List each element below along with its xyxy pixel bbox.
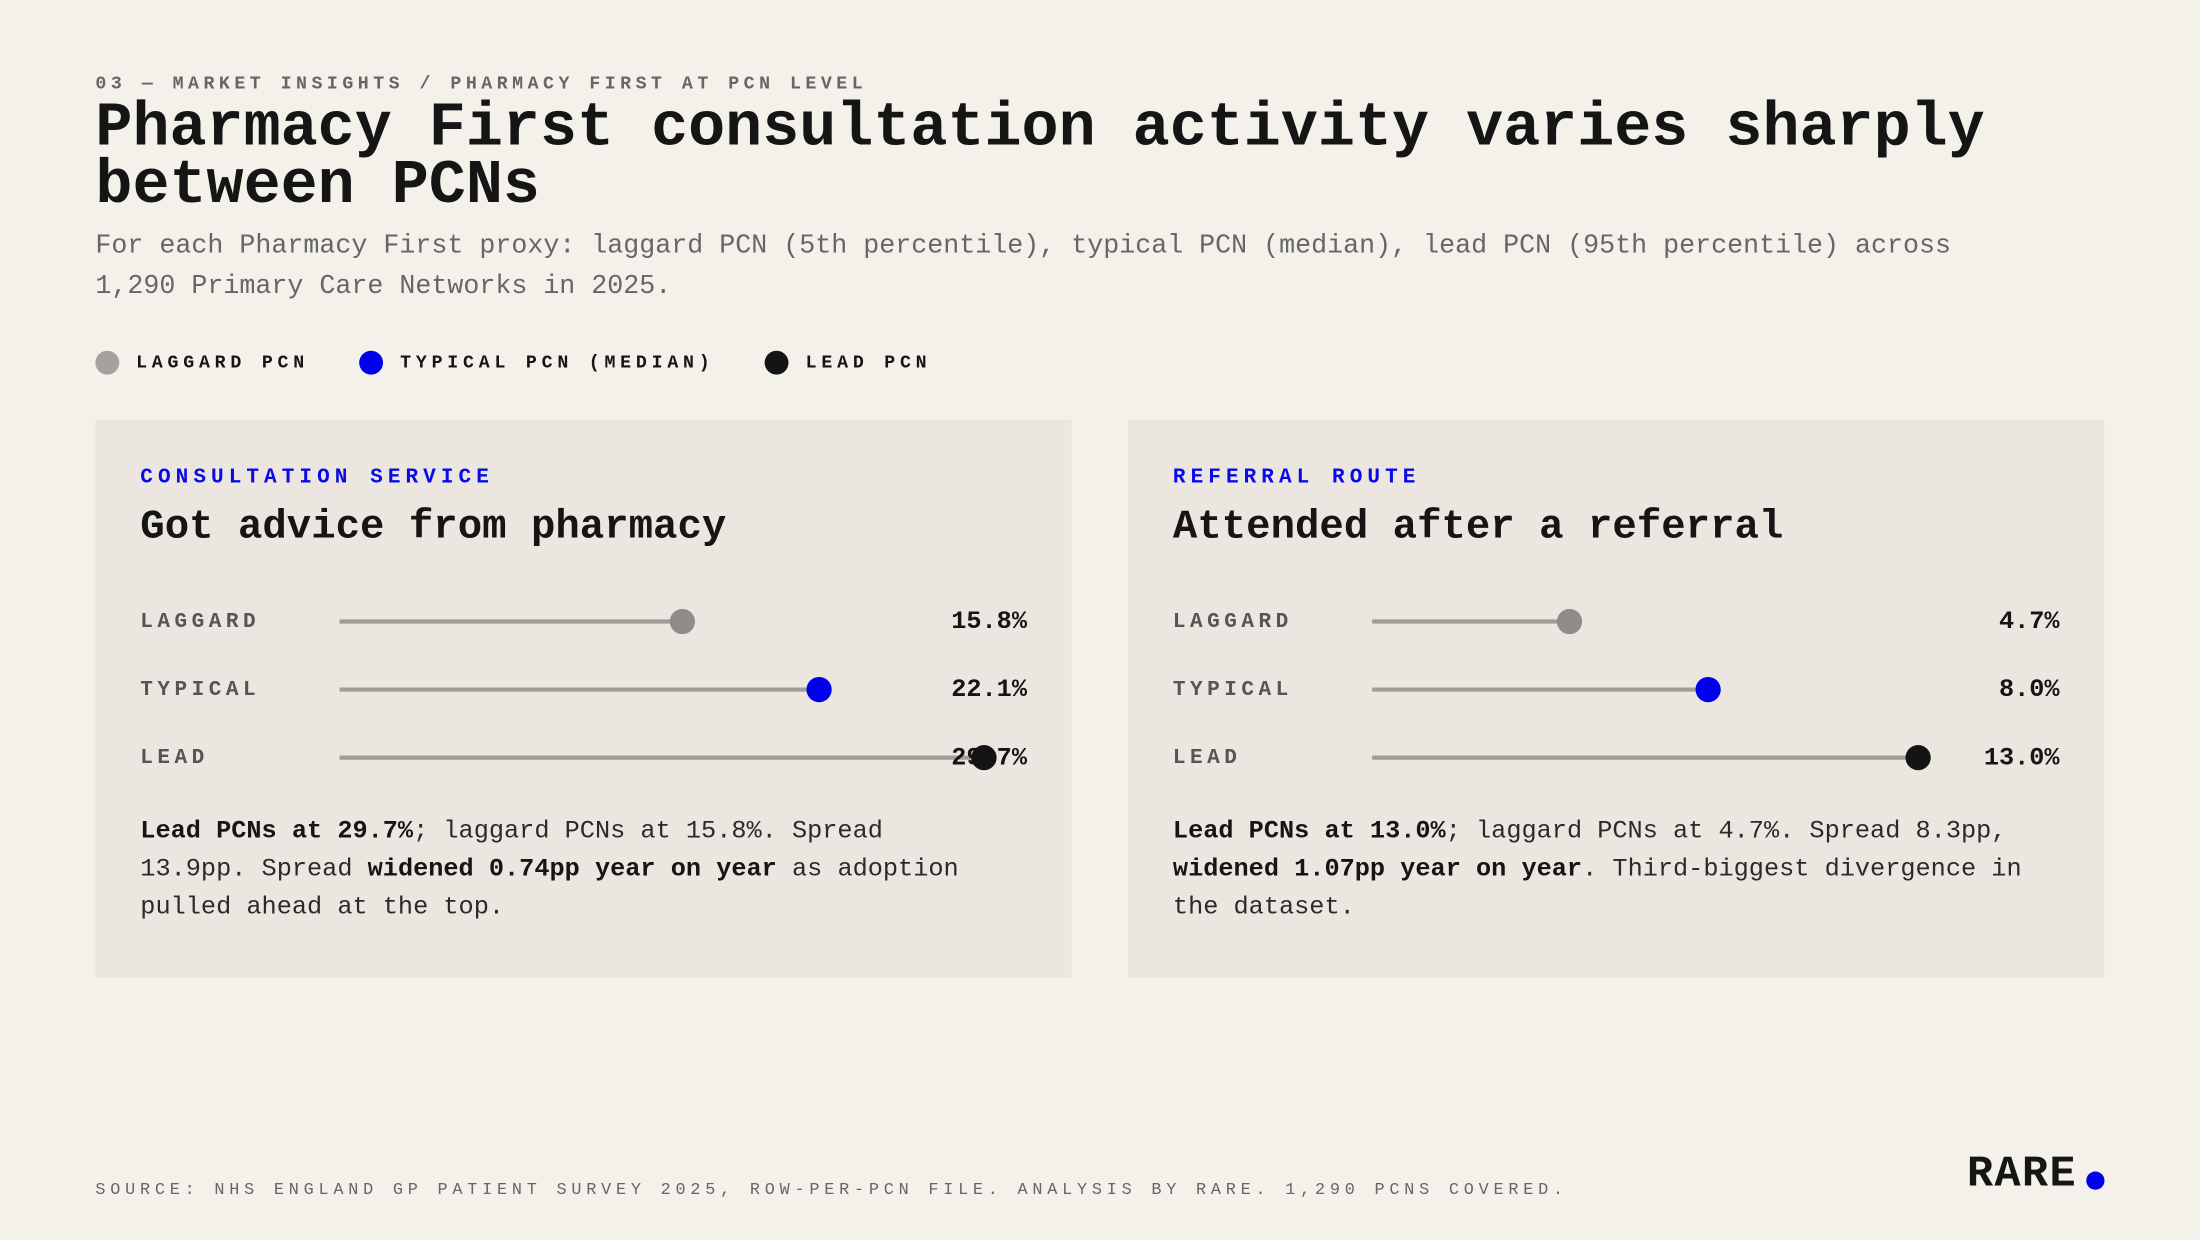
panel-title: Attended after a referral — [1172, 503, 1784, 550]
logo-dot — [2086, 1171, 2105, 1190]
dot — [1556, 608, 1583, 635]
dot — [1695, 676, 1721, 703]
note-text: . Third-biggest divergence in the datase… — [1172, 855, 2022, 922]
panel-kicker: REFERRAL ROUTE — [1172, 465, 1421, 490]
panel-note: Lead PCNs at 29.7%; laggard PCNs at 15.8… — [140, 814, 1003, 928]
value-label: 15.8% — [951, 607, 1028, 636]
subtitle: For each Pharmacy First proxy: laggard P… — [95, 230, 1952, 302]
note-text: ; laggard PCNs at 15.8%. Spread 13.9pp. … — [140, 817, 883, 884]
value-label: 8.0% — [1999, 675, 2060, 704]
legend-swatch — [359, 350, 384, 375]
panel-note: Lead PCNs at 13.0%; laggard PCNs at 4.7%… — [1173, 814, 2036, 928]
legend-label: LAGGARD PCN — [136, 352, 309, 374]
dot — [1905, 744, 1931, 771]
legend-swatch — [764, 350, 789, 375]
legend-label: LEAD PCN — [805, 352, 932, 374]
logo: RARE — [1967, 1150, 2078, 1200]
footer: SOURCE: NHS ENGLAND GP PATIENT SURVEY 20… — [95, 1179, 1568, 1200]
dot — [971, 744, 997, 771]
dot-chart: LAGGARD 4.7% TYPICAL 8.0% LEAD 13.0% — [1173, 607, 2061, 772]
row-label: TYPICAL — [140, 678, 260, 702]
legend-label: TYPICAL PCN (MEDIAN) — [400, 352, 715, 374]
row-label: LEAD — [140, 746, 208, 770]
value-label: 22.1% — [951, 675, 1028, 704]
note-text: ; laggard PCNs at 4.7%. Spread 8.3pp, — [1445, 817, 2007, 847]
panel: CONSULTATION SERVICE Got advice from phar… — [95, 419, 1072, 978]
legend-swatch — [95, 350, 120, 375]
note-text: widened 0.74pp year on year — [367, 855, 777, 884]
dot — [669, 608, 696, 635]
note-text: Lead PCNs at 29.7% — [140, 817, 414, 847]
row-label: LAGGARD — [1173, 610, 1293, 634]
note-text: as adoption pulled ahead at the top. — [140, 855, 959, 922]
legend: LAGGARD PCN TYPICAL PCN (MEDIAN) LEAD PCN — [95, 350, 932, 375]
eyebrow: 03 — MARKET INSIGHTS / PHARMACY FIRST AT… — [95, 72, 868, 95]
value-label: 4.7% — [1999, 607, 2060, 636]
row-label: LAGGARD — [140, 610, 260, 634]
row-label: LEAD — [1173, 746, 1241, 770]
note-text: widened 1.07pp year on year — [1172, 855, 1583, 884]
value-label: 13.0% — [1984, 743, 2061, 772]
legend-item: TYPICAL PCN (MEDIAN) — [359, 350, 715, 375]
dot — [806, 676, 832, 703]
title: Pharmacy First consultation activity var… — [95, 94, 1985, 222]
panel-kicker: CONSULTATION SERVICE — [140, 465, 494, 490]
note-text: Lead PCNs at 13.0% — [1172, 817, 1446, 847]
legend-item: LEAD PCN — [764, 350, 932, 375]
legend-item: LAGGARD PCN — [95, 350, 309, 375]
panel-title: Got advice from pharmacy — [140, 503, 727, 550]
panel: REFERRAL ROUTE Attended after a referral L… — [1128, 419, 2105, 978]
row-label: TYPICAL — [1173, 678, 1293, 702]
